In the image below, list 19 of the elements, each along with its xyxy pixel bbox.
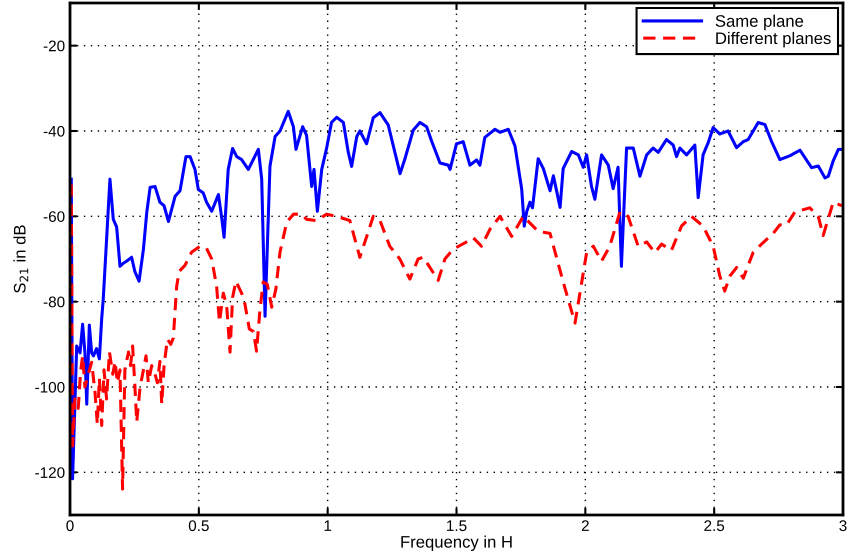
x-axis-title: Frequency in H <box>401 535 512 552</box>
line-series <box>70 110 843 480</box>
y-tick-label: -80 <box>44 296 65 308</box>
y-tick-label: -20 <box>44 40 65 52</box>
x-tick-label: 1.5 <box>447 520 466 532</box>
y-tick-label: -40 <box>44 126 65 137</box>
y-axis-title: S$_{21}$ in dB <box>13 225 28 293</box>
x-tick-label: 3 <box>839 520 847 532</box>
x-tick-label: 1 <box>324 520 332 531</box>
y-tick-label: -100 <box>35 382 65 393</box>
legend-label: Different planes <box>716 32 831 48</box>
x-tick-label: 0.5 <box>188 520 209 532</box>
x-tick-label: 2 <box>582 520 589 531</box>
y-tick-label: -120 <box>35 467 65 478</box>
y-tick-label: -60 <box>44 211 65 222</box>
legend-label: Same plane <box>716 14 804 30</box>
x-tick-label: 2.5 <box>704 520 724 532</box>
line-series <box>70 182 843 491</box>
x-tick-label: 0 <box>66 520 74 532</box>
